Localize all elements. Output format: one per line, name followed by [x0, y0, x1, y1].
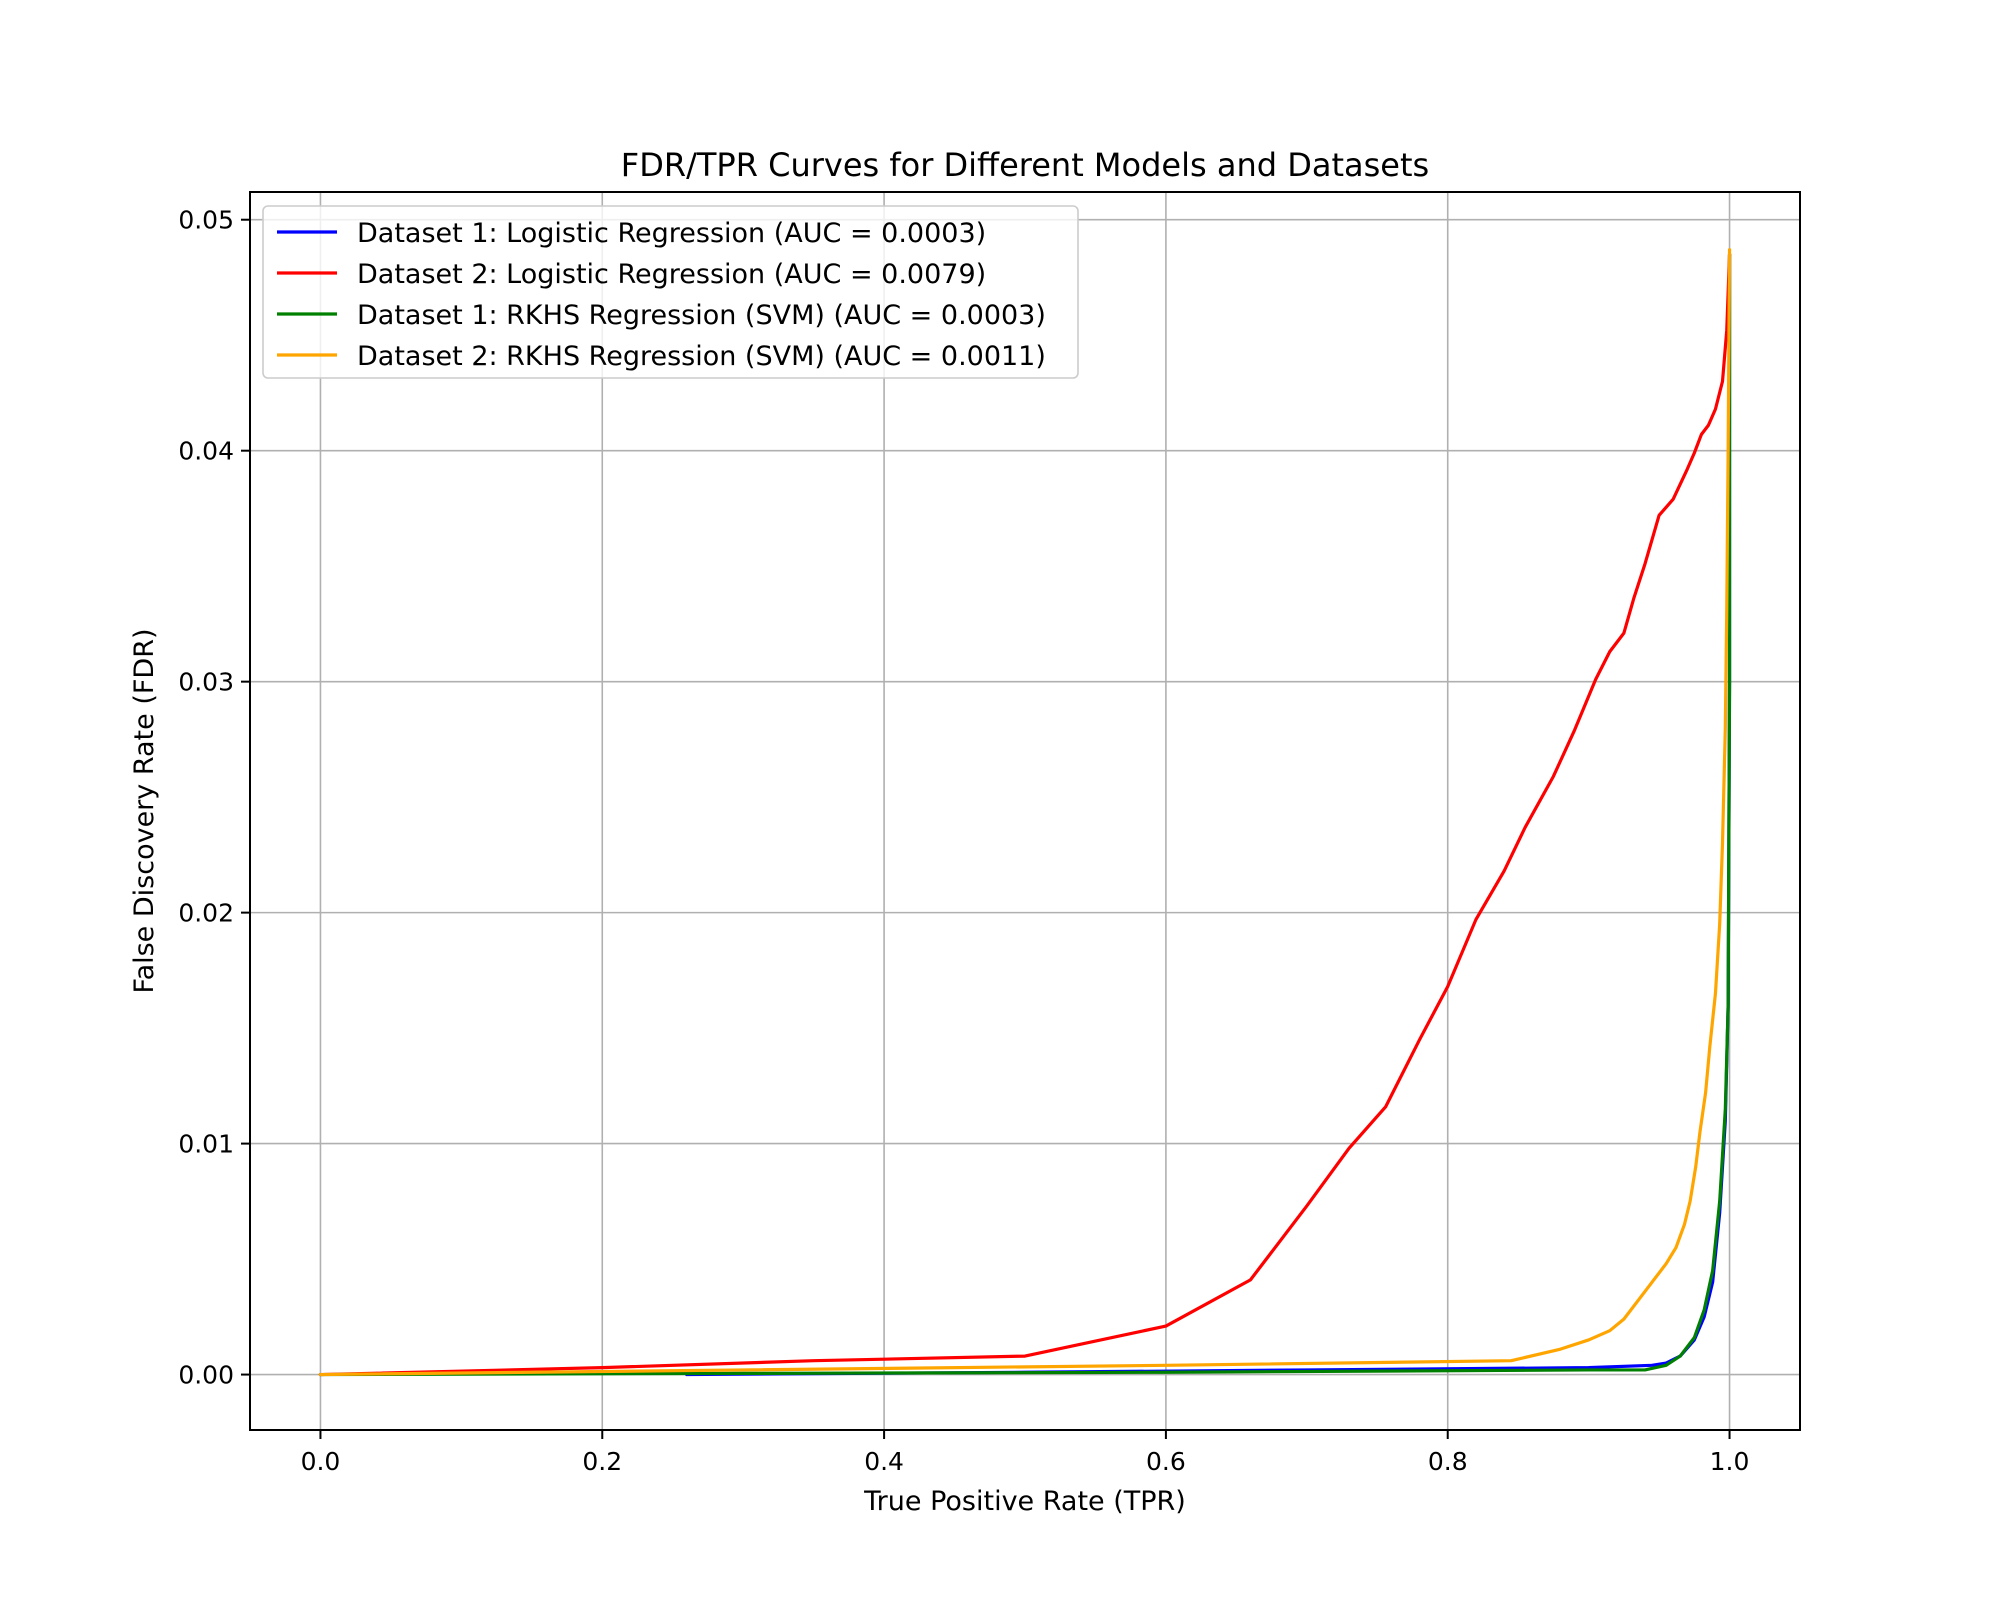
series-line-3: [318, 252, 1732, 1377]
plot-frame: [249, 191, 1801, 1431]
y-tick-label: 0.01: [178, 1130, 234, 1159]
legend-label-4: Dataset 2: RKHS Regression (SVM) (AUC = …: [357, 341, 1046, 372]
series-line-1: [685, 252, 1732, 1377]
legend-label-3: Dataset 1: RKHS Regression (SVM) (AUC = …: [357, 300, 1046, 331]
x-tick-label: 0.2: [582, 1447, 622, 1476]
legend-label-1: Dataset 1: Logistic Regression (AUC = 0.…: [357, 218, 986, 249]
x-tick-label: 0.8: [1428, 1447, 1468, 1476]
y-tick-label: 0.04: [178, 437, 234, 466]
legend-entries: Dataset 1: Logistic Regression (AUC = 0.…: [277, 218, 1046, 372]
y-tick-label: 0.05: [178, 206, 234, 235]
x-tick-label: 1.0: [1710, 1447, 1750, 1476]
series-line-4: [318, 248, 1732, 1377]
x-tick-label: 0.6: [1146, 1447, 1186, 1476]
x-tick-label: 0.0: [301, 1447, 341, 1476]
y-tick-label: 0.02: [178, 899, 234, 928]
legend: Dataset 1: Logistic Regression (AUC = 0.…: [262, 205, 1079, 379]
chart-title: FDR/TPR Curves for Different Models and …: [621, 146, 1429, 184]
legend-box: [262, 205, 1079, 379]
x-tick-label: 0.4: [864, 1447, 904, 1476]
y-tick-label: 0.03: [178, 668, 234, 697]
tick-layer: 0.0 0.2 0.4 0.6 0.8 1.0 0.00 0.01 0.02 0.03 0.04 0.…: [178, 206, 1749, 1476]
x-axis-label: True Positive Rate (TPR): [863, 1486, 1186, 1517]
y-axis-label: False Discovery Rate (FDR): [129, 629, 160, 994]
series-layer: [318, 248, 1732, 1377]
legend-label-2: Dataset 2: Logistic Regression (AUC = 0.…: [357, 259, 986, 290]
y-tick-label: 0.00: [178, 1361, 234, 1390]
series-line-2: [318, 252, 1732, 1377]
